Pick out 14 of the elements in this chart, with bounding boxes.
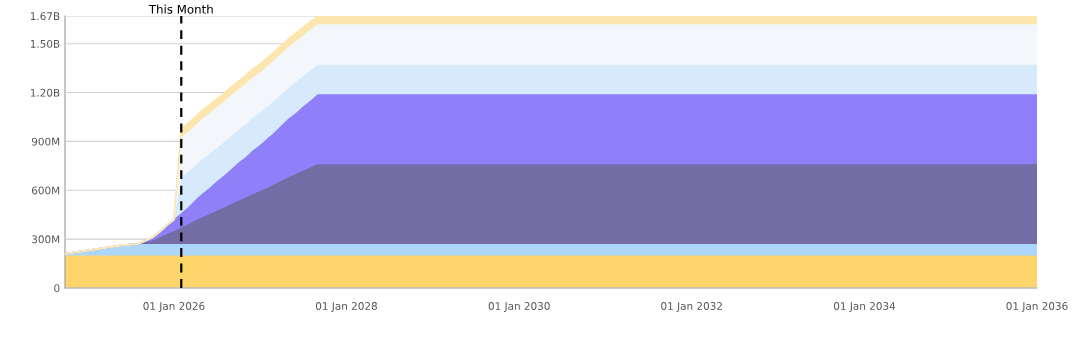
y-tick-label: 300M — [32, 235, 60, 244]
x-tick-label: 01 Jan 2030 — [488, 302, 550, 312]
ref-line-label: This Month — [148, 4, 213, 14]
x-tick-label: 01 Jan 2032 — [661, 302, 722, 312]
y-tick-label: 1.50B — [30, 39, 60, 48]
y-tick-label: 0 — [54, 284, 60, 293]
x-tick-label: 01 Jan 2036 — [1006, 302, 1068, 312]
x-tick-label: 01 Jan 2034 — [833, 302, 896, 312]
x-tick-label: 01 Jan 2028 — [315, 302, 377, 312]
y-tick-label: 1.20B — [30, 88, 60, 97]
y-tick-label: 600M — [32, 186, 60, 195]
y-tick-label: 900M — [31, 137, 60, 146]
x-tick-label: 01 Jan 2026 — [143, 302, 205, 312]
y-tick-label: 1.67B — [30, 12, 60, 21]
